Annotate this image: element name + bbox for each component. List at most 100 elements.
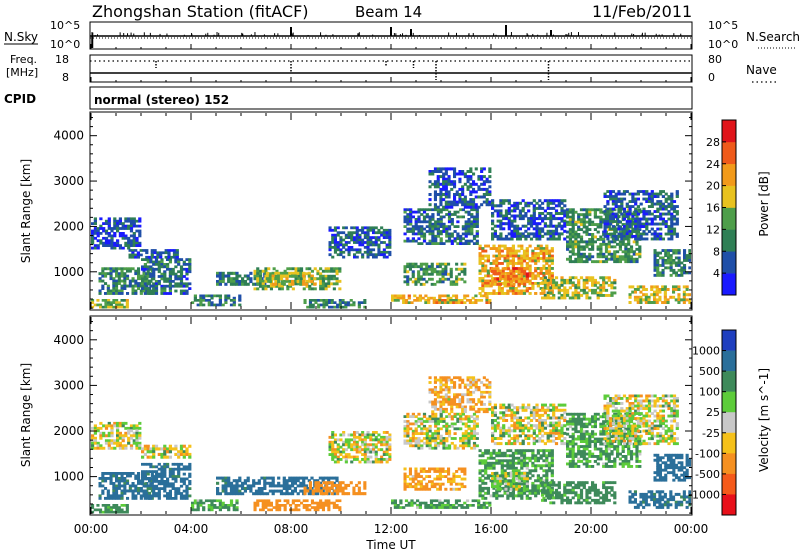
echo-cell xyxy=(439,239,443,243)
echo-cell xyxy=(149,462,153,466)
echo-cell xyxy=(327,277,331,281)
echo-cell xyxy=(585,213,589,217)
echo-cell xyxy=(470,239,474,243)
echo-cell xyxy=(645,210,649,213)
echo-cell xyxy=(374,450,378,454)
echo-cell xyxy=(98,277,102,281)
echo-cell xyxy=(659,202,663,206)
echo-cell xyxy=(534,257,538,260)
echo-cell xyxy=(430,262,434,266)
echo-cell xyxy=(563,294,567,297)
echo-cell xyxy=(532,227,536,231)
echo-cell xyxy=(453,182,457,186)
echo-cell xyxy=(98,496,102,500)
echo-cell xyxy=(331,228,335,232)
echo-cell xyxy=(96,444,100,448)
echo-cell xyxy=(468,299,472,302)
echo-cell xyxy=(470,227,474,231)
echo-cell xyxy=(272,506,276,509)
echo-cell xyxy=(177,284,181,288)
echo-cell xyxy=(355,435,359,439)
echo-cell xyxy=(499,204,503,208)
echo-cell xyxy=(393,294,397,298)
echo-cell xyxy=(341,486,345,490)
echo-cell xyxy=(185,289,189,293)
echo-cell xyxy=(218,274,222,278)
echo-cell xyxy=(466,185,470,189)
echo-cell xyxy=(593,260,597,264)
echo-cell xyxy=(227,476,231,480)
echo-cell xyxy=(157,267,161,271)
echo-cell xyxy=(591,281,595,285)
echo-cell xyxy=(493,229,497,233)
echo-cell xyxy=(669,273,673,277)
echo-cell xyxy=(224,504,228,507)
echo-cell xyxy=(655,298,659,302)
echo-cell xyxy=(628,212,632,216)
echo-cell xyxy=(454,296,459,300)
echo-cell xyxy=(280,282,284,286)
echo-cell xyxy=(91,426,95,430)
echo-cell xyxy=(107,224,111,228)
echo-cell xyxy=(545,252,549,255)
echo-cell xyxy=(507,217,511,221)
echo-cell xyxy=(607,245,611,249)
echo-cell xyxy=(332,287,336,291)
echo-cell xyxy=(507,282,511,286)
echo-cell xyxy=(481,287,485,290)
echo-cell xyxy=(414,239,418,243)
echo-cell xyxy=(406,227,410,231)
echo-cell xyxy=(520,244,524,248)
echo-cell xyxy=(264,277,268,281)
echo-cell xyxy=(102,241,106,245)
echo-cell xyxy=(552,214,556,218)
echo-cell xyxy=(642,237,646,241)
echo-cell xyxy=(352,301,356,304)
echo-cell xyxy=(361,238,365,242)
echo-cell xyxy=(353,448,357,452)
echo-cell xyxy=(523,277,527,281)
echo-cell xyxy=(256,499,260,503)
echo-cell xyxy=(241,492,245,496)
echo-cell xyxy=(338,269,342,273)
echo-cell xyxy=(525,287,529,290)
echo-cell xyxy=(171,497,175,500)
echo-cell xyxy=(543,294,547,297)
echo-cell xyxy=(579,294,584,297)
echo-cell xyxy=(512,272,516,276)
echo-cell xyxy=(357,489,361,493)
echo-cell xyxy=(642,230,646,233)
echo-cell xyxy=(453,172,457,176)
echo-cell xyxy=(611,237,615,241)
echo-cell xyxy=(141,477,145,481)
echo-cell xyxy=(263,476,267,480)
echo-cell xyxy=(132,239,136,243)
echo-cell xyxy=(468,301,472,304)
echo-cell xyxy=(664,225,668,228)
echo-cell xyxy=(182,260,186,264)
echo-cell xyxy=(168,444,172,448)
echo-cell xyxy=(218,294,222,298)
echo-cell xyxy=(143,472,147,476)
echo-cell xyxy=(235,489,239,493)
echo-cell xyxy=(177,455,181,459)
echo-cell xyxy=(163,263,167,266)
echo-cell xyxy=(639,222,643,226)
echo-cell xyxy=(484,284,488,288)
echo-cell xyxy=(624,257,628,261)
echo-cell xyxy=(511,289,515,293)
echo-cell xyxy=(152,487,156,490)
echo-cell xyxy=(624,247,628,251)
echo-cell xyxy=(224,506,228,509)
echo-cell xyxy=(107,305,111,309)
echo-cell xyxy=(653,293,657,297)
echo-cell xyxy=(160,470,164,473)
echo-cell xyxy=(235,481,239,485)
echo-cell xyxy=(577,252,581,256)
echo-cell xyxy=(321,284,325,288)
echo-cell xyxy=(628,192,632,196)
echo-cell xyxy=(634,237,638,241)
echo-cell xyxy=(161,251,165,255)
echo-cell xyxy=(661,212,665,216)
echo-cell xyxy=(118,431,122,435)
